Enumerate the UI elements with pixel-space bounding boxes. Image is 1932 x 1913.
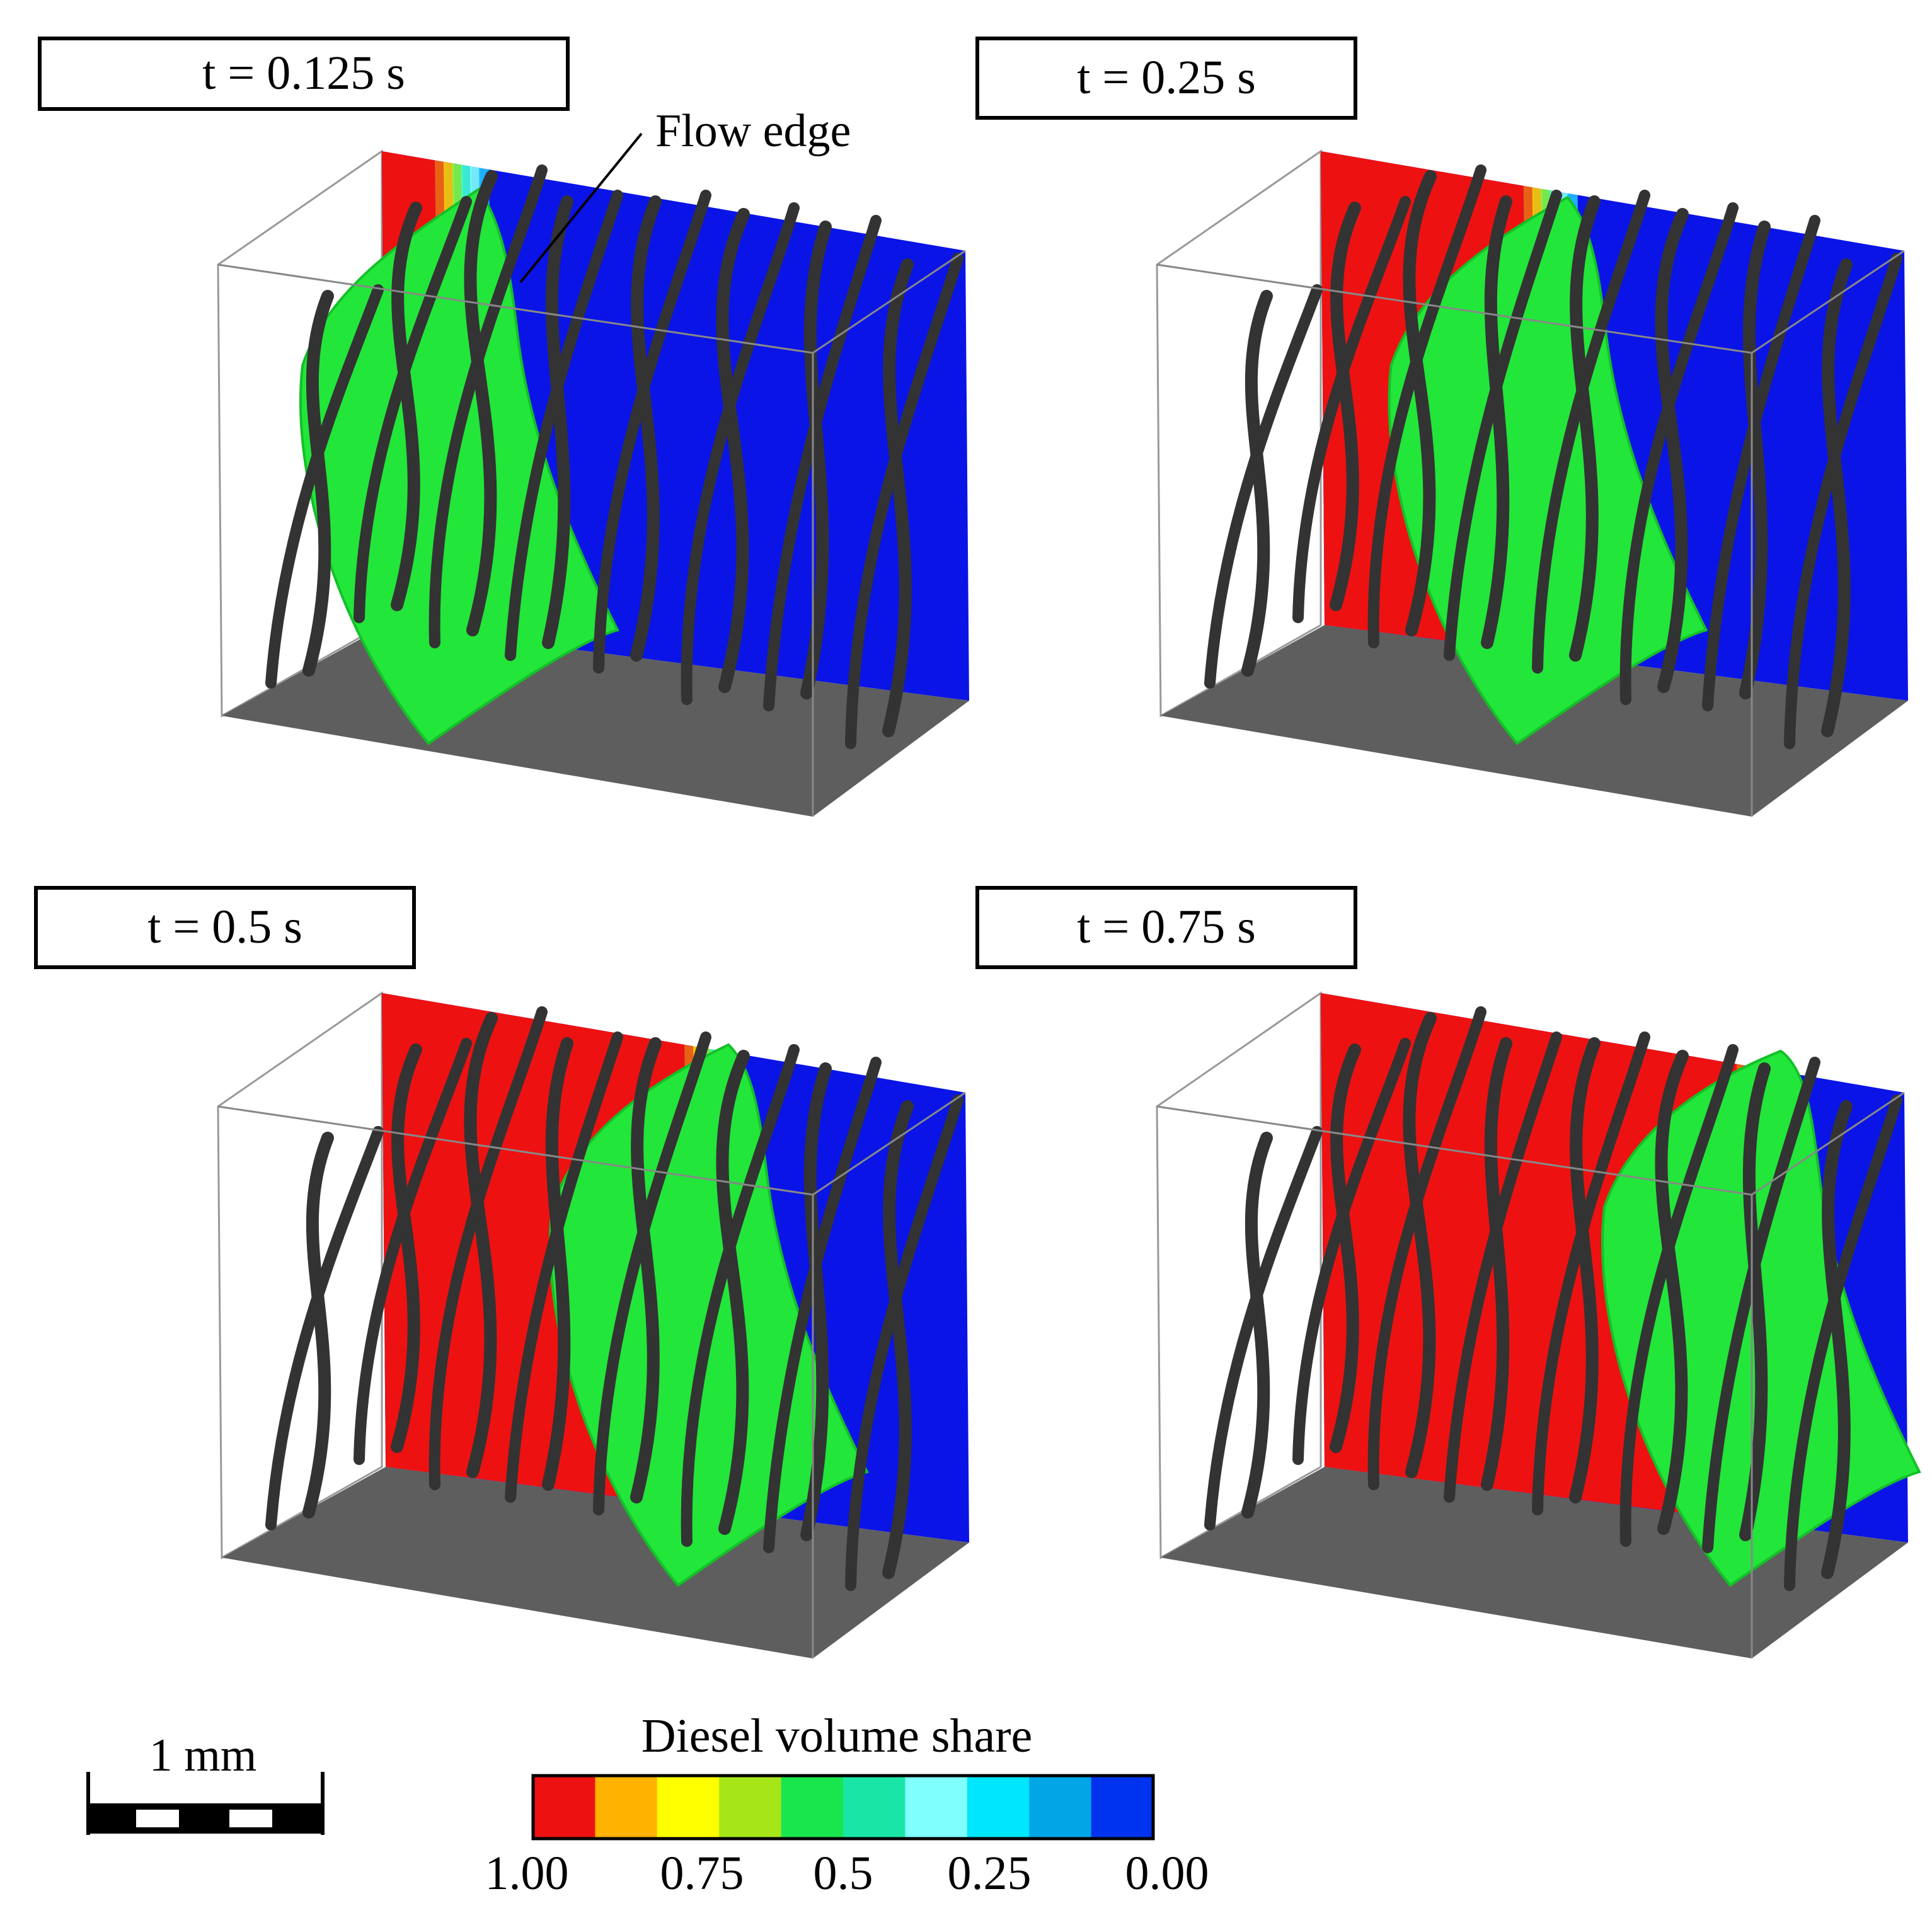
domain-box-left — [1156, 149, 1322, 718]
lattice-strut — [1655, 1050, 1689, 1535]
lattice-strut — [265, 1126, 384, 1531]
colorbar-swatch — [1091, 1776, 1154, 1839]
domain-box-edge — [1751, 1091, 1905, 1196]
colorbar-swatch — [781, 1776, 844, 1839]
lattice-strut — [1655, 208, 1689, 693]
colorbar-title: Diesel volume share — [641, 1709, 1032, 1762]
lattice-strut — [1403, 170, 1437, 636]
lattice-strut — [464, 1012, 498, 1478]
lattice-strut — [1532, 190, 1650, 674]
floor — [222, 1467, 969, 1658]
lattice-strut — [1444, 1031, 1562, 1503]
lattice-strut — [593, 1031, 711, 1515]
lattice-strut — [354, 1038, 472, 1465]
floor — [1161, 1467, 1908, 1658]
lattice-strut — [1403, 1012, 1437, 1478]
colorbar-swatch — [967, 1776, 1030, 1839]
lattice-strut — [681, 1044, 800, 1547]
lattice-strut — [681, 202, 800, 705]
lattice-strut — [428, 1006, 548, 1490]
lattice-strut — [845, 253, 963, 749]
simulation-panel — [217, 149, 969, 817]
lattice-strut — [428, 164, 548, 648]
colorbar-swatch — [905, 1776, 968, 1839]
domain-box-edge — [1751, 250, 1905, 354]
simulation-panel — [217, 991, 969, 1658]
lattice-strut — [716, 208, 750, 693]
colorbar-tick-label: 0.25 — [948, 1847, 1032, 1900]
lattice-strut — [1784, 253, 1902, 749]
colorbar-tick-label: 0.00 — [1125, 1847, 1209, 1900]
lattice-strut — [1204, 284, 1323, 689]
lattice-strut — [1204, 1126, 1323, 1531]
lattice-strut — [1532, 1031, 1650, 1515]
colorbar-tick-label: 0.75 — [660, 1847, 744, 1900]
colorbar-swatch — [657, 1776, 720, 1839]
lattice-strut — [593, 190, 711, 674]
time-label-p2: t = 0.25 s — [975, 37, 1357, 120]
colorbar-swatch — [533, 1776, 596, 1839]
colorbar-swatch — [595, 1776, 658, 1839]
lattice-strut — [505, 1031, 623, 1503]
domain-box-left — [1156, 991, 1322, 1560]
scale-bar-label: 1 mm — [149, 1730, 257, 1781]
lattice-strut — [354, 196, 472, 623]
colorbar-swatch — [719, 1776, 782, 1839]
simulation-panel — [1156, 991, 1921, 1658]
lattice-strut — [1292, 1038, 1411, 1465]
flow-edge-leader-line — [519, 132, 643, 284]
scale-bar: 1 mm — [86, 1730, 325, 1835]
lattice-strut — [265, 284, 384, 689]
domain-box-left — [217, 991, 383, 1560]
lattice-strut — [1784, 1094, 1902, 1591]
colorbar-tick-label: 0.5 — [814, 1847, 873, 1900]
lattice-strut — [1292, 196, 1411, 623]
time-label-p1: t = 0.125 s — [38, 37, 570, 111]
lattice-strut — [1444, 190, 1562, 661]
lattice-strut — [716, 1050, 750, 1535]
colorbar: Diesel volume share 1.00 0.75 0.5 0.25 0.00 — [485, 1709, 1209, 1900]
simulation-panel — [1156, 149, 1908, 817]
lattice-strut — [505, 190, 623, 661]
lattice-strut — [1619, 1044, 1739, 1547]
domain-box-edge — [812, 250, 966, 354]
lattice-strut — [464, 170, 498, 636]
time-label-p3: t = 0.5 s — [34, 886, 416, 969]
lattice-strut — [1367, 1006, 1486, 1490]
flow-edge-annotation: Flow edge — [655, 105, 851, 157]
colorbar-swatch — [1029, 1776, 1092, 1839]
colorbar-tick-label: 1.00 — [485, 1847, 569, 1900]
time-label-p4: t = 0.75 s — [975, 886, 1357, 969]
lattice-strut — [845, 1094, 963, 1591]
lattice-strut — [1619, 202, 1739, 705]
colorbar-swatch — [843, 1776, 906, 1839]
domain-box-edge — [812, 1091, 966, 1196]
lattice-strut — [1367, 164, 1486, 648]
